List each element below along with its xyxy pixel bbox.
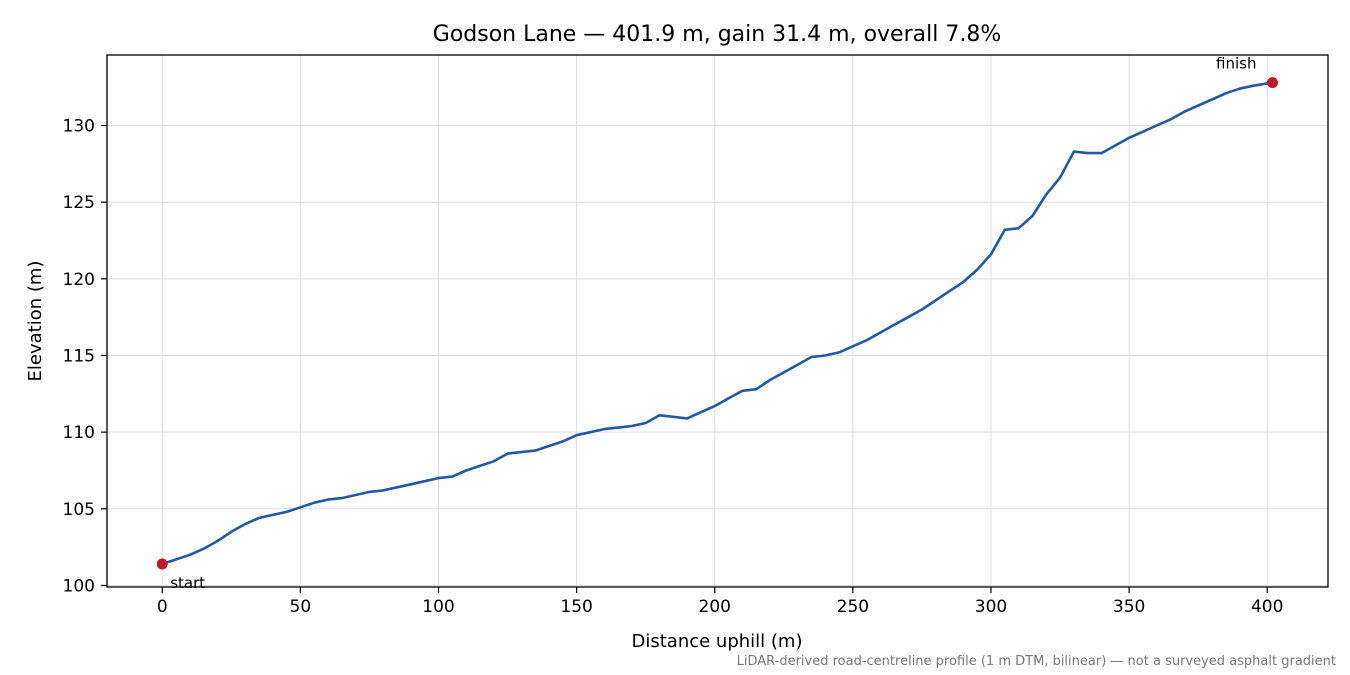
chart-title: Godson Lane — 401.9 m, gain 31.4 m, over… (433, 22, 1001, 47)
plot-frame (106, 54, 1329, 588)
y-axis-ticks: 100 105 110 115 120 125 130 (63, 117, 107, 596)
series-layer (161, 81, 1273, 566)
x-axis-label: Distance uphill (m) (632, 631, 803, 652)
finish-marker (1266, 77, 1278, 89)
x-tick-label: 400 (1251, 597, 1283, 617)
start-marker (156, 558, 168, 570)
x-tick-label: 0 (157, 597, 168, 617)
start-label: start (170, 574, 205, 592)
grid (107, 55, 1328, 587)
x-axis-ticks: 0 50 100 150 200 250 300 350 400 (157, 587, 1283, 617)
x-tick-label: 300 (975, 597, 1007, 617)
x-tick-label: 50 (290, 597, 312, 617)
x-tick-label: 100 (422, 597, 454, 617)
elevation-line (161, 81, 1273, 566)
y-tick-label: 110 (63, 423, 95, 443)
x-tick-label: 350 (1113, 597, 1145, 617)
finish-label: finish (1216, 55, 1256, 73)
x-tick-label: 150 (560, 597, 592, 617)
y-tick-label: 100 (63, 576, 95, 596)
y-tick-label: 115 (63, 346, 95, 366)
y-tick-label: 130 (63, 117, 95, 137)
y-tick-label: 125 (63, 193, 95, 213)
x-tick-label: 250 (837, 597, 869, 617)
x-tick-label: 200 (699, 597, 731, 617)
y-axis-label: Elevation (m) (25, 261, 46, 382)
footnote: LiDAR-derived road-centreline profile (1… (737, 654, 1336, 669)
y-tick-label: 120 (63, 270, 95, 290)
y-tick-label: 105 (63, 500, 95, 520)
